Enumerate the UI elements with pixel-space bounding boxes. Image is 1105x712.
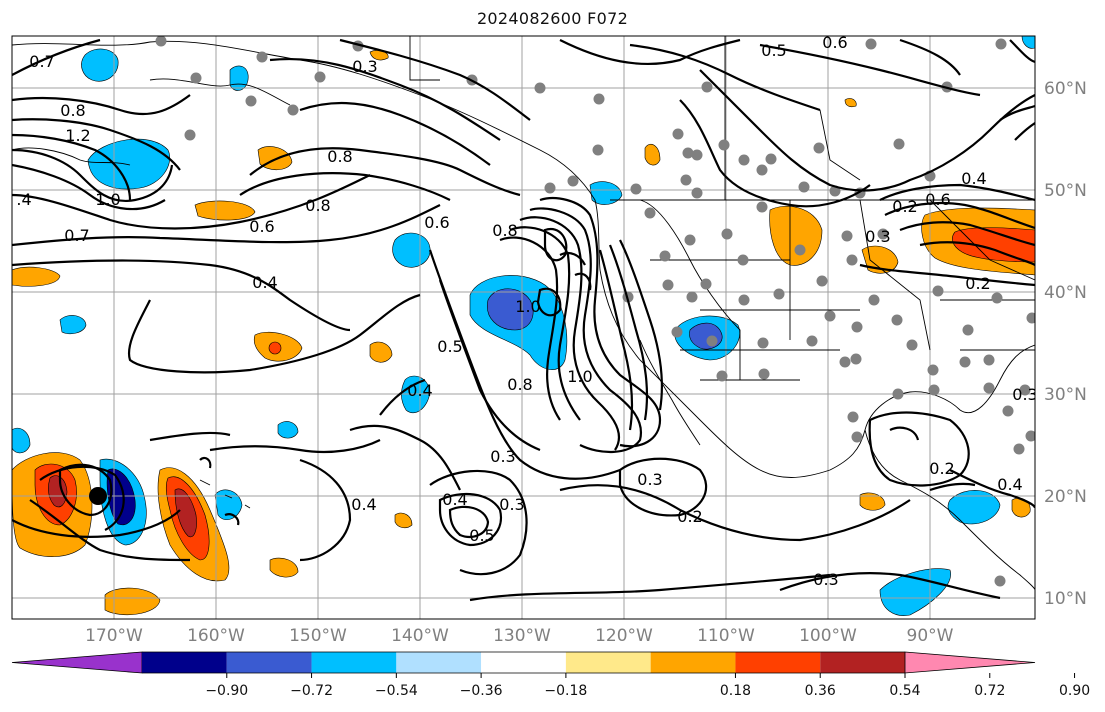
contour-label: 0.7 [64,226,89,245]
contour-label: 1.2 [65,126,90,145]
contour-label: 0.3 [352,57,377,76]
contour-label: 0.3 [1012,385,1037,404]
colorbar-segment [311,652,397,673]
contour-label: 0.4 [442,490,467,509]
contour-label: .4 [16,190,31,209]
contour-label: 0.3 [637,470,662,489]
contour-label: 0.3 [499,495,524,514]
lon-label: 160°W [187,626,245,646]
colorbar-extend-high [904,651,1036,674]
colorbar-tick-label: 0.18 [720,683,751,699]
lat-label: 20°N [1044,487,1087,507]
contour-label: 0.3 [813,570,838,589]
lon-label: 120°W [595,626,653,646]
colorbar-segment [226,652,312,673]
colorbar-extend-low [11,651,143,674]
colorbar-outline [142,651,905,674]
colorbar-tick-label: −0.18 [544,683,587,699]
contour-label: 0.5 [761,41,786,60]
colorbar-tick-label: −0.54 [375,683,418,699]
contour-lines [12,38,1035,602]
contour-label: 0.4 [351,495,376,514]
lon-label: 170°W [85,626,143,646]
contour-label: 0.4 [407,381,432,400]
map-title: 2024082600 F072 [476,9,629,28]
contour-label: 0.2 [892,197,917,216]
colorbar-segment [481,652,566,673]
contour-label: 0.4 [997,475,1022,494]
contour-label: 0.7 [29,52,54,71]
contour-label: 0.5 [469,526,494,545]
colorbar-tick-label: −0.36 [460,683,503,699]
colorbar-tick-label: 0.90 [1059,683,1090,699]
colorbar-segment [820,652,905,673]
contour-label: 0.8 [60,101,85,120]
lat-label: 30°N [1044,385,1087,405]
contour-label: 0.3 [865,227,890,246]
colorbar-tick-label: 0.72 [974,683,1005,699]
latitude-labels: 60°N 50°N 40°N 30°N 20°N 10°N [1044,79,1087,609]
contour-label: 1.0 [95,190,120,209]
contour-label: 0.4 [252,273,277,292]
contour-label: 0.3 [490,447,515,466]
colorbar-segment [142,652,227,673]
colorbar-tick-label: −0.72 [290,683,333,699]
lat-label: 50°N [1044,181,1087,201]
contour-label: 0.8 [507,375,532,394]
contour-label: 0.5 [437,337,462,356]
colorbar-segment [565,652,651,673]
contour-label: 1.0 [515,297,540,316]
contour-label: 0.6 [424,213,449,232]
contour-label: 0.8 [305,196,330,215]
lon-label: 100°W [799,626,857,646]
lat-label: 40°N [1044,283,1087,303]
contour-label: 1.0 [567,367,592,386]
contour-label: 0.6 [822,33,847,52]
storm-center-marker [89,487,107,505]
lon-label: 110°W [697,626,755,646]
lat-label: 10°N [1044,589,1087,609]
lon-label: 130°W [493,626,551,646]
contour-label: 0.6 [925,190,950,209]
contour-label: 0.2 [929,459,954,478]
map-frame [11,35,1036,620]
colorbar-tick-label: 0.36 [805,683,836,699]
contour-label: 0.8 [327,147,352,166]
shading-layer [12,36,1035,616]
colorbar-tick-label: 0.54 [889,683,920,699]
contour-labels: 0.3 0.7 0.8 1.2 1.0 .4 0.7 0.8 0.6 0.8 0… [16,33,1037,589]
contour-label: 0.4 [961,169,986,188]
lon-label: 90°W [907,626,954,646]
contour-label: 0.8 [492,221,517,240]
colorbar-segment [396,652,482,673]
colorbar: −0.90 −0.72 −0.54 −0.36 −0.18 0.18 0.36 0.54 0.7… [11,651,1090,699]
contour-label: 0.2 [965,274,990,293]
station-dots [155,36,1035,587]
contour-label: 0.2 [677,507,702,526]
lon-label: 150°W [289,626,347,646]
colorbar-segment [735,652,821,673]
lon-label: 140°W [391,626,449,646]
contour-label: 0.6 [249,217,274,236]
longitude-labels: 170°W 160°W 150°W 140°W 130°W 120°W 110°… [85,626,954,646]
lat-label: 60°N [1044,79,1087,99]
colorbar-segment [650,652,736,673]
colorbar-tick-label: −0.90 [205,683,248,699]
